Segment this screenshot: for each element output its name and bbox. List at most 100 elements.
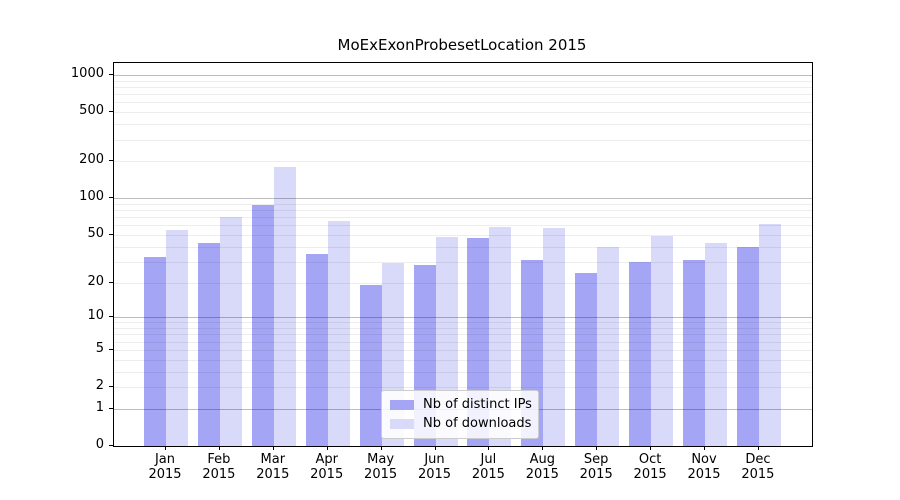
x-tick-mark xyxy=(434,446,436,450)
gridline-minor xyxy=(114,234,812,236)
chart-title: MoExExonProbesetLocation 2015 xyxy=(337,36,587,54)
x-tick-mark xyxy=(488,446,490,450)
x-tick-label: May 2015 xyxy=(364,452,398,482)
x-tick-mark xyxy=(596,446,598,450)
y-tick-mark xyxy=(109,281,113,283)
gridline-major xyxy=(114,317,812,319)
legend-swatch-distinct-ips xyxy=(390,399,414,410)
gridline-minor xyxy=(114,161,812,163)
plot-area: Nb of distinct IPs Nb of downloads xyxy=(113,62,813,447)
y-tick-mark xyxy=(109,111,113,113)
y-tick-label: 50 xyxy=(87,225,104,241)
x-tick-mark xyxy=(704,446,705,450)
bar-distinct-ips xyxy=(305,253,328,446)
gridline-minor xyxy=(114,328,812,329)
x-tick-label: Feb 2015 xyxy=(202,452,236,482)
x-tick-mark xyxy=(380,446,382,450)
bar-distinct-ips xyxy=(683,259,705,446)
bar-downloads xyxy=(597,246,620,446)
x-tick-label: Sep 2015 xyxy=(579,452,613,482)
bar-distinct-ips xyxy=(575,273,598,446)
bar-downloads xyxy=(758,223,781,446)
gridline-minor xyxy=(114,334,812,336)
y-tick-mark xyxy=(109,316,113,318)
y-tick-label: 1000 xyxy=(70,66,104,81)
bar-distinct-ips xyxy=(736,246,759,446)
y-tick-label: 100 xyxy=(79,189,104,205)
gridline-minor xyxy=(114,112,812,114)
bar-downloads xyxy=(273,166,296,446)
x-tick-mark xyxy=(272,446,274,450)
gridline-minor xyxy=(114,139,812,141)
bar-distinct-ips xyxy=(629,261,652,446)
y-tick-label: 200 xyxy=(79,152,104,168)
gridline-minor xyxy=(114,359,812,361)
gridline-minor xyxy=(114,341,812,343)
bar-distinct-ips xyxy=(144,256,166,446)
y-tick-label: 20 xyxy=(87,273,104,289)
gridline-minor xyxy=(114,349,812,351)
x-tick-mark xyxy=(165,446,166,450)
x-tick-mark xyxy=(218,446,220,450)
bar-downloads xyxy=(651,235,674,446)
y-tick-label: 2 xyxy=(95,378,104,393)
gridline-minor xyxy=(114,203,812,205)
gridline-minor xyxy=(114,217,812,219)
gridline-minor xyxy=(114,322,812,324)
bar-downloads xyxy=(543,227,566,446)
legend: Nb of distinct IPs Nb of downloads xyxy=(381,390,539,439)
gridline-major xyxy=(114,198,812,200)
bar-downloads xyxy=(327,221,350,446)
legend-label-distinct-ips: Nb of distinct IPs xyxy=(423,397,532,412)
gridline-minor xyxy=(114,210,812,212)
y-tick-mark xyxy=(109,233,113,235)
gridline-minor xyxy=(114,371,812,373)
gridline-minor xyxy=(114,282,812,284)
x-tick-mark xyxy=(650,446,652,450)
gridline-minor xyxy=(114,102,812,104)
legend-label-downloads: Nb of downloads xyxy=(423,416,532,431)
y-tick-mark xyxy=(109,348,113,350)
bar-distinct-ips xyxy=(197,242,220,446)
x-tick-label: Mar 2015 xyxy=(256,452,290,482)
y-tick-mark xyxy=(109,197,113,199)
x-tick-label: Jul 2015 xyxy=(471,452,505,482)
bar-downloads xyxy=(219,217,242,446)
x-tick-label: Oct 2015 xyxy=(633,452,667,482)
gridline-minor xyxy=(114,387,812,388)
bar-downloads xyxy=(705,242,727,446)
gridline-minor xyxy=(114,225,812,227)
y-tick-label: 500 xyxy=(79,103,104,119)
gridline-minor xyxy=(114,86,812,88)
gridline-minor xyxy=(114,246,812,248)
gridline-major xyxy=(114,75,812,76)
x-tick-label: Dec 2015 xyxy=(741,452,775,482)
x-tick-label: Apr 2015 xyxy=(310,452,344,482)
x-tick-label: Nov 2015 xyxy=(687,452,721,482)
y-tick-mark xyxy=(109,445,113,446)
gridline-minor xyxy=(114,80,812,82)
bar-downloads xyxy=(166,229,188,446)
gridline-minor xyxy=(114,94,812,96)
bar-distinct-ips xyxy=(359,285,382,446)
x-tick-mark xyxy=(542,446,544,450)
y-tick-label: 0 xyxy=(95,437,104,452)
y-tick-mark xyxy=(109,160,113,162)
y-tick-label: 5 xyxy=(95,340,104,356)
y-tick-label: 10 xyxy=(87,308,104,324)
x-tick-mark xyxy=(757,446,759,450)
bar-distinct-ips xyxy=(251,204,274,446)
y-tick-mark xyxy=(109,386,113,387)
y-tick-label: 1 xyxy=(95,399,104,415)
x-tick-label: Aug 2015 xyxy=(525,452,559,482)
x-tick-mark xyxy=(326,446,328,450)
legend-row-downloads: Nb of downloads xyxy=(390,414,532,433)
gridline-minor xyxy=(114,124,812,126)
x-tick-label: Jan 2015 xyxy=(148,452,182,482)
gridline-minor xyxy=(114,261,812,263)
y-tick-mark xyxy=(109,407,113,409)
y-tick-mark xyxy=(109,74,113,75)
legend-swatch-downloads xyxy=(390,418,414,429)
legend-row-distinct-ips: Nb of distinct IPs xyxy=(390,395,532,414)
